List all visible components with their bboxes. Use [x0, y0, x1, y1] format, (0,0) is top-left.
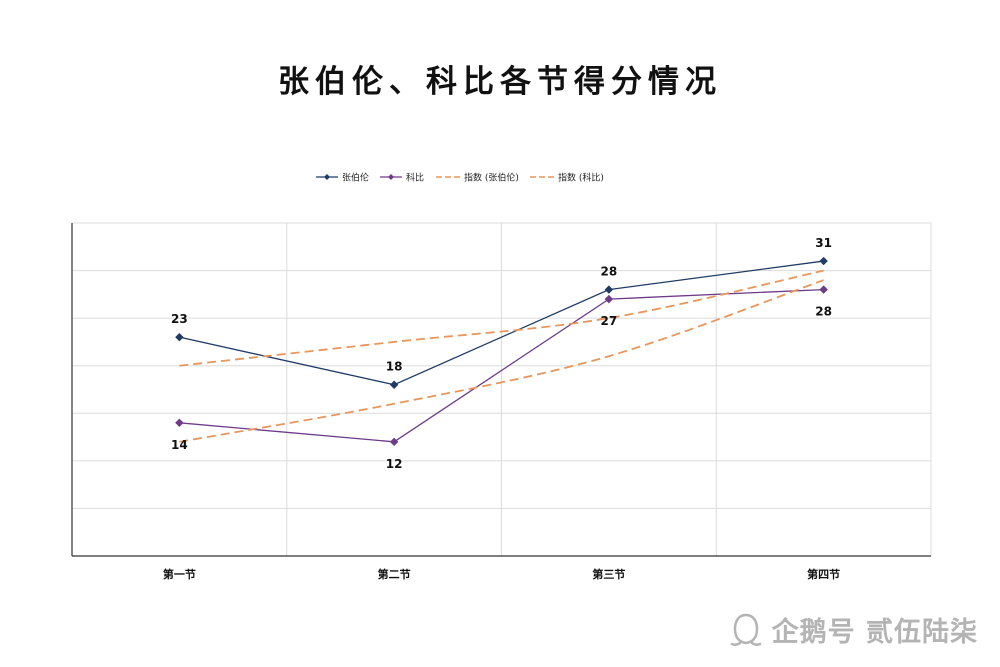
data-label: 18 — [386, 360, 403, 374]
data-point — [604, 285, 614, 294]
data-label: 23 — [171, 312, 188, 326]
x-tick-label: 第一节 — [163, 567, 196, 581]
data-label: 14 — [171, 438, 188, 452]
chart-title: 张伯伦、科比各节得分情况 — [278, 64, 722, 100]
series-layer — [175, 256, 828, 447]
watermark-text: 企鹅号 贰伍陆柒 — [771, 617, 978, 648]
legend-item: 张伯伦 — [316, 172, 369, 184]
data-point — [819, 285, 828, 294]
legend-item: 指数 (张伯伦) — [436, 172, 519, 184]
legend: 张伯伦 科比 指数 (张伯伦) 指数 (科比) — [316, 172, 604, 184]
series-line — [179, 269, 824, 367]
data-label: 27 — [601, 314, 618, 328]
series-1 — [175, 256, 828, 389]
x-tick-label: 第四节 — [807, 567, 840, 581]
data-label: 31 — [815, 236, 832, 250]
watermark: 企鹅号 贰伍陆柒 — [728, 610, 978, 649]
legend-swatch-marker — [324, 174, 330, 180]
penguin-logo-icon — [730, 613, 761, 646]
data-point — [604, 294, 614, 304]
legend-label: 指数 (科比) — [558, 172, 604, 184]
data-label: 28 — [601, 265, 618, 279]
legend-item: 科比 — [380, 172, 424, 184]
data-point — [819, 256, 828, 266]
series-3 — [179, 269, 824, 367]
legend-label: 指数 (张伯伦) — [464, 172, 519, 184]
data-point — [389, 437, 399, 447]
legend-label: 科比 — [406, 172, 424, 184]
series-line — [179, 279, 824, 443]
legend-item: 指数 (科比) — [530, 172, 604, 184]
legend-swatch-marker — [388, 174, 394, 180]
x-tick-label: 第三节 — [592, 567, 625, 581]
data-labels: 23 18 28 31 14 12 27 28 — [171, 236, 832, 471]
data-point — [175, 418, 184, 427]
data-point — [389, 380, 399, 389]
series-4 — [179, 279, 824, 443]
data-label: 28 — [815, 305, 832, 319]
series-line — [179, 288, 824, 443]
series-line — [179, 260, 824, 386]
series-2 — [175, 285, 828, 447]
data-label: 12 — [386, 457, 403, 471]
x-axis: 第一节 第二节 第三节 第四节 — [71, 223, 931, 581]
data-point — [175, 332, 184, 342]
grid-lines — [72, 223, 931, 556]
legend-label: 张伯伦 — [342, 172, 369, 184]
x-tick-label: 第二节 — [378, 567, 411, 581]
